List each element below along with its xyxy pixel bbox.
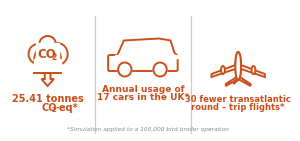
Polygon shape bbox=[212, 64, 238, 77]
Text: -eq*: -eq* bbox=[55, 103, 78, 113]
Text: CO: CO bbox=[37, 49, 56, 61]
Polygon shape bbox=[238, 76, 250, 86]
Text: round – trip flights*: round – trip flights* bbox=[191, 103, 285, 113]
Circle shape bbox=[117, 61, 132, 78]
Ellipse shape bbox=[235, 52, 241, 80]
Ellipse shape bbox=[221, 66, 225, 74]
Circle shape bbox=[153, 62, 167, 77]
Circle shape bbox=[118, 62, 131, 77]
Text: 2: 2 bbox=[52, 106, 57, 113]
Polygon shape bbox=[226, 76, 238, 86]
Text: CO: CO bbox=[41, 103, 57, 113]
Polygon shape bbox=[117, 38, 177, 56]
Circle shape bbox=[152, 61, 168, 78]
Circle shape bbox=[28, 44, 48, 64]
Text: 17 cars in the UK*: 17 cars in the UK* bbox=[97, 93, 189, 103]
Ellipse shape bbox=[251, 66, 255, 74]
Polygon shape bbox=[34, 59, 61, 73]
Polygon shape bbox=[115, 55, 178, 58]
Circle shape bbox=[39, 36, 56, 54]
Text: 2: 2 bbox=[52, 53, 57, 62]
Ellipse shape bbox=[235, 52, 241, 80]
Polygon shape bbox=[36, 43, 59, 59]
Text: 25.41 tonnes: 25.41 tonnes bbox=[12, 94, 83, 104]
Polygon shape bbox=[233, 76, 238, 84]
FancyBboxPatch shape bbox=[108, 55, 178, 71]
Text: *Simulation applied to a 100,000 bird broiler operation: *Simulation applied to a 100,000 bird br… bbox=[67, 127, 229, 133]
Polygon shape bbox=[238, 64, 265, 77]
Circle shape bbox=[34, 45, 61, 73]
Circle shape bbox=[47, 43, 68, 65]
Text: 30 fewer transatlantic: 30 fewer transatlantic bbox=[185, 94, 291, 103]
FancyArrow shape bbox=[41, 73, 54, 86]
Text: Annual usage of: Annual usage of bbox=[102, 84, 184, 93]
